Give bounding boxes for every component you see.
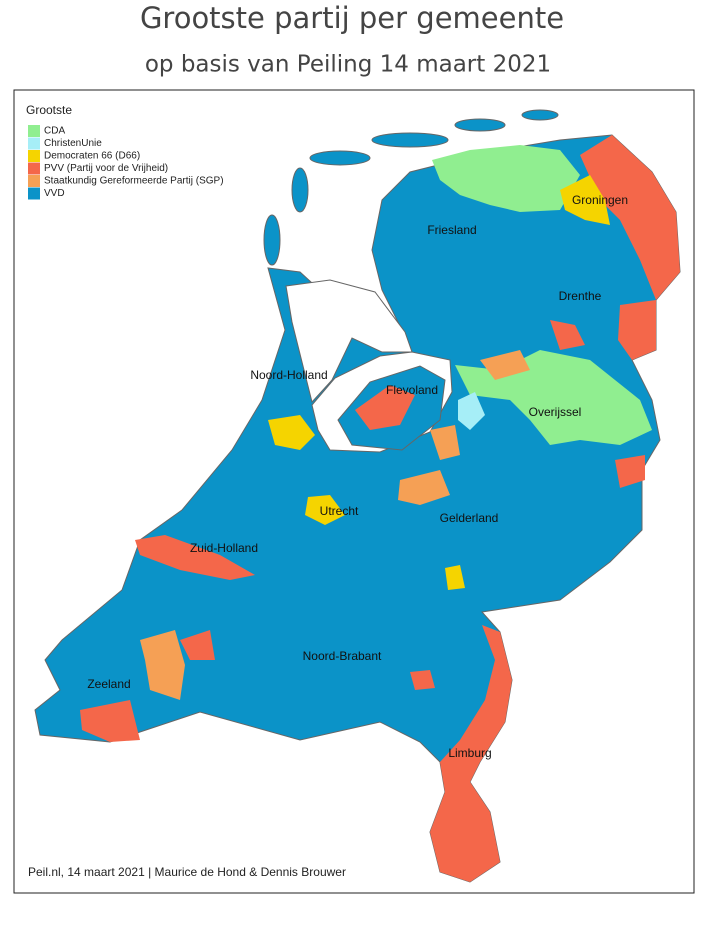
legend-label: Staatkundig Gereformeerde Partij (SGP): [44, 176, 224, 187]
patch: [432, 145, 580, 212]
patch: [268, 415, 315, 450]
legend-swatch: [28, 125, 40, 137]
patch: [580, 135, 680, 300]
region-label: Noord-Holland: [250, 368, 327, 382]
legend-swatch: [28, 187, 40, 200]
patch: [560, 175, 610, 225]
patch: [140, 630, 185, 700]
legend-swatch: [28, 175, 40, 187]
map: [34, 109, 681, 883]
region-label: Groningen: [572, 193, 628, 207]
ijsselmeer: [285, 279, 413, 404]
source: Peil.nl, 14 maart 2021 | Maurice de Hond…: [28, 865, 346, 879]
region-label: Zuid-Holland: [190, 541, 258, 555]
region-label: Drenthe: [559, 289, 602, 303]
subtitle: op basis van Peiling 14 maart 2021: [145, 52, 551, 78]
legend-label: Democraten 66 (D66): [44, 151, 140, 162]
patch: [445, 565, 465, 590]
patch: [480, 350, 530, 380]
legend-title: Grootste: [26, 103, 72, 117]
patch: [615, 455, 645, 488]
legend-label: VVD: [44, 188, 65, 199]
wadden: [263, 109, 559, 266]
patch: [398, 470, 450, 505]
patch: [80, 700, 140, 742]
legend-label: ChristenUnie: [44, 138, 102, 149]
region-label: Gelderland: [440, 511, 499, 525]
region-label: Flevoland: [386, 383, 438, 397]
legend-swatch: [28, 162, 40, 175]
region-label: Zeeland: [87, 677, 130, 691]
title: Grootste partij per gemeente: [140, 1, 564, 35]
patch: [550, 320, 585, 350]
patch: [305, 495, 345, 525]
legend-label: PVV (Partij voor de Vrijheid): [44, 163, 168, 174]
region-label: Noord-Brabant: [303, 649, 382, 663]
legend-label: CDA: [44, 126, 65, 137]
patch: [410, 670, 435, 690]
patch: [355, 385, 415, 430]
patch: [618, 300, 656, 360]
patch: [430, 425, 460, 460]
legend-swatch: [28, 137, 40, 150]
patch: [430, 625, 512, 882]
region-label: Friesland: [427, 223, 476, 237]
patch: [180, 630, 215, 660]
patch: [135, 535, 255, 580]
patch: [458, 392, 485, 430]
region-label: Limburg: [448, 746, 491, 760]
region-label: Overijssel: [529, 405, 582, 419]
legend-swatch: [28, 150, 40, 162]
region-label: Utrecht: [320, 504, 359, 518]
